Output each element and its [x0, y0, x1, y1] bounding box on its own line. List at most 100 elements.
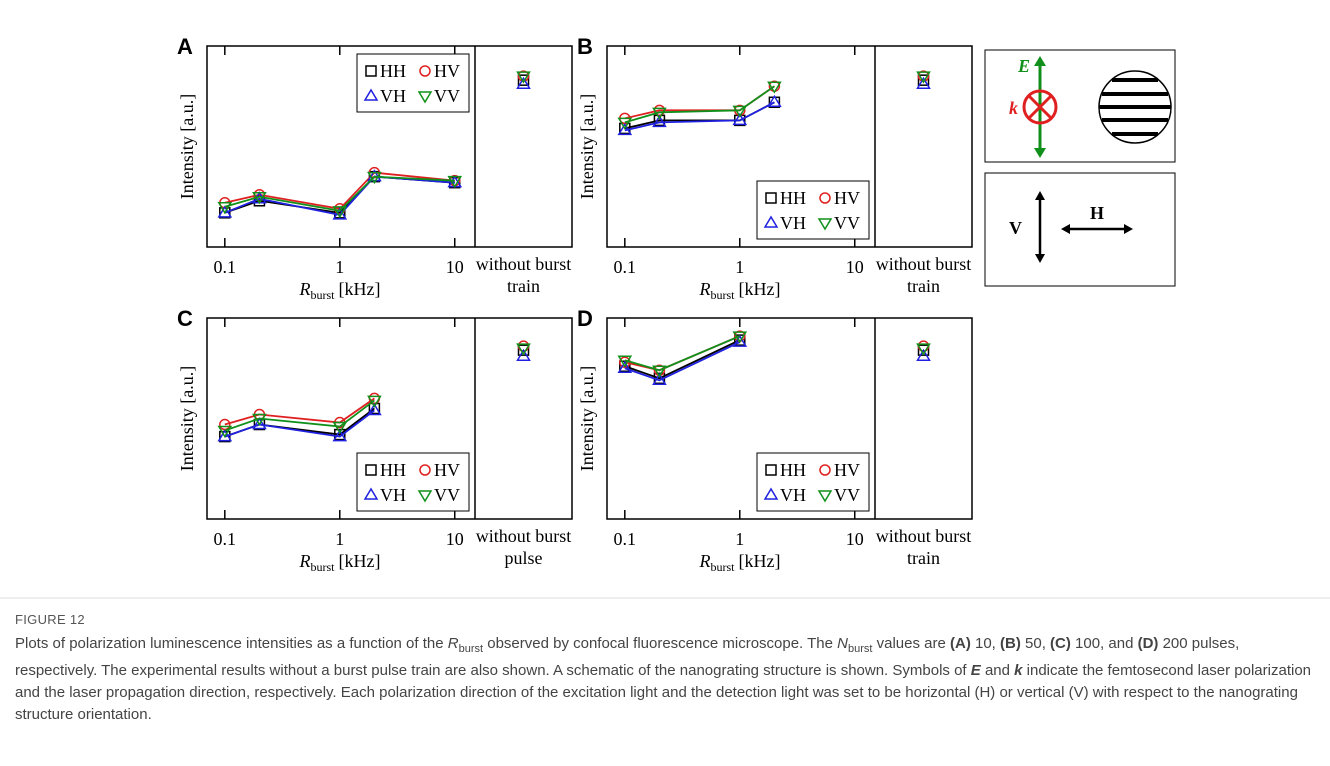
- caption-segment: 200 pulses, respectively. The experiment…: [15, 635, 1240, 679]
- marker: [217, 202, 233, 215]
- x-axis-label: Rburst [kHz]: [699, 279, 781, 302]
- marker: [217, 425, 233, 439]
- marker: [217, 205, 233, 218]
- k-label: k: [1009, 98, 1018, 118]
- marker: [252, 413, 267, 426]
- marker: [367, 171, 382, 185]
- x-tick-label: 10: [846, 257, 864, 277]
- legend-label: VH: [380, 86, 406, 106]
- grating-lines: [1099, 78, 1171, 136]
- plot-frame: [206, 45, 573, 248]
- panel-label: D: [577, 306, 593, 331]
- marker: [332, 207, 348, 220]
- marker: [732, 331, 748, 344]
- caption-segment: N: [837, 635, 848, 652]
- x-tick-label: 0.1: [614, 529, 637, 549]
- legend-label: VH: [780, 485, 806, 505]
- marker: [732, 334, 748, 347]
- x-axis-label: Rburst [kHz]: [299, 551, 381, 574]
- legend-label: VV: [834, 213, 860, 233]
- marker: [732, 105, 748, 118]
- marker: [367, 169, 382, 182]
- x-label-symbol: R: [699, 279, 711, 299]
- marker: [516, 76, 531, 89]
- marker: [419, 464, 431, 476]
- v-label: V: [1009, 218, 1022, 238]
- legend-label: HV: [434, 61, 460, 81]
- marker: [419, 65, 431, 77]
- legend-label: HV: [834, 460, 860, 480]
- x-tick-label: 10: [446, 529, 464, 549]
- marker: [417, 91, 433, 104]
- marker: [916, 343, 931, 356]
- marker: [332, 421, 348, 434]
- marker: [617, 360, 633, 373]
- legend-label: VH: [380, 485, 406, 505]
- schematic-box: [984, 172, 1176, 287]
- legend-label: VH: [780, 213, 806, 233]
- caption-segment: Plots of polarization luminescence inten…: [15, 635, 448, 652]
- marker: [763, 215, 779, 228]
- h-label: H: [1090, 203, 1104, 223]
- marker: [817, 218, 833, 231]
- marker: [367, 403, 382, 416]
- marker: [652, 365, 667, 378]
- caption-segment: (C): [1050, 635, 1071, 652]
- marker: [767, 81, 782, 94]
- side-label: without burst train: [875, 254, 972, 296]
- x-label-unit: [kHz]: [339, 551, 381, 571]
- marker: [252, 417, 267, 430]
- x-tick-label: 1: [735, 529, 744, 549]
- marker: [916, 76, 931, 89]
- x-label-symbol: R: [699, 551, 711, 571]
- legend-box: [356, 53, 470, 113]
- marker: [516, 348, 531, 361]
- caption-segment: 100, and: [1070, 635, 1138, 652]
- marker: [517, 74, 530, 86]
- marker: [652, 372, 667, 386]
- marker: [617, 355, 633, 368]
- marker: [332, 429, 348, 442]
- series-line: [624, 335, 741, 372]
- marker: [917, 74, 930, 86]
- marker: [447, 175, 463, 189]
- marker: [765, 192, 777, 204]
- marker: [916, 348, 931, 361]
- caption-label: FIGURE 12: [15, 612, 85, 627]
- marker: [332, 206, 348, 219]
- marker: [365, 65, 377, 77]
- x-label-unit: [kHz]: [739, 551, 781, 571]
- panel-label: C: [177, 306, 193, 331]
- caption-segment: 10,: [970, 635, 1001, 652]
- series-line: [624, 339, 741, 380]
- caption-segment: (D): [1137, 635, 1159, 652]
- marker: [819, 464, 831, 476]
- marker: [617, 122, 633, 136]
- legend-label: HV: [834, 188, 860, 208]
- marker: [417, 490, 433, 503]
- marker: [652, 107, 667, 120]
- x-label-sub: burst: [711, 560, 736, 574]
- series-line: [224, 175, 455, 212]
- marker: [367, 395, 382, 408]
- series-line: [624, 341, 741, 382]
- caption-segment: observed by confocal fluorescence micros…: [483, 635, 838, 652]
- y-axis-label: Intensity [a.u.]: [177, 94, 197, 199]
- e-label: E: [1017, 56, 1030, 76]
- plot-frame: [206, 317, 573, 520]
- legend-label: VV: [834, 485, 860, 505]
- series-line: [224, 399, 375, 432]
- x-tick-label: 10: [846, 529, 864, 549]
- x-label-symbol: R: [299, 551, 311, 571]
- marker: [365, 464, 377, 476]
- legend-label: HH: [380, 61, 406, 81]
- series-line: [624, 101, 775, 132]
- x-tick-label: 1: [335, 529, 344, 549]
- legend-label: VV: [434, 485, 460, 505]
- side-label: without burst pulse: [475, 526, 572, 568]
- marker: [363, 88, 379, 101]
- marker: [765, 464, 777, 476]
- legend-label: HV: [434, 460, 460, 480]
